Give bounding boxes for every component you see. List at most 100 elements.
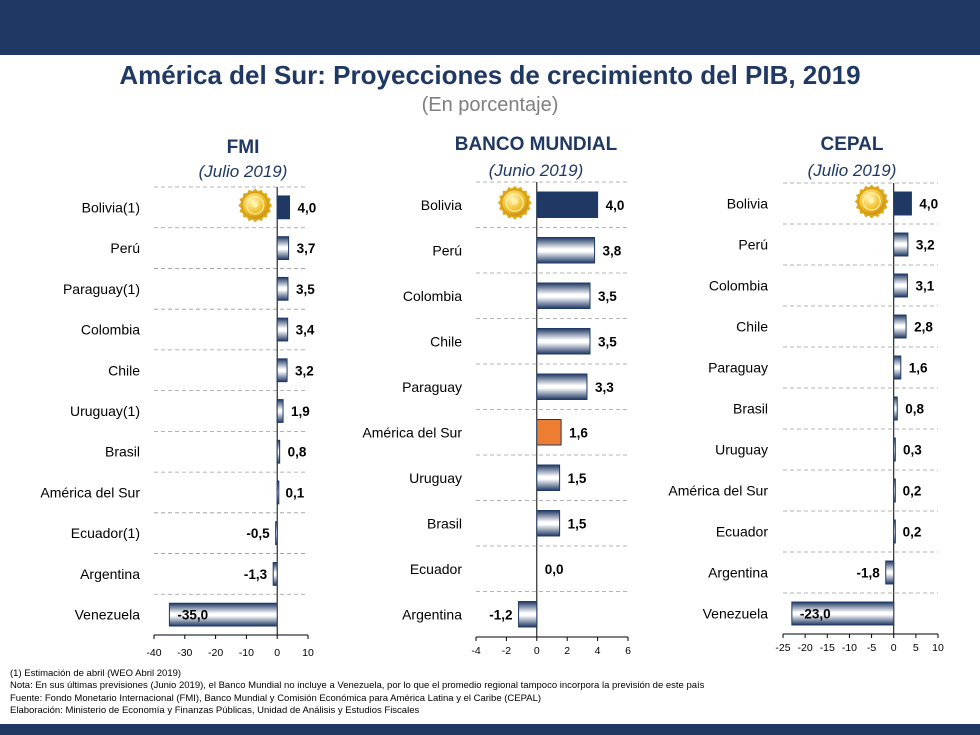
x-tick-label: 6 <box>625 645 631 657</box>
gold-medal-icon <box>854 184 889 219</box>
bar <box>885 560 895 585</box>
category-label: Uruguay <box>715 442 768 458</box>
x-tick-label: 10 <box>302 647 314 659</box>
x-tick-label: 0 <box>534 645 540 657</box>
bar <box>276 399 284 423</box>
category-label: Argentina <box>80 566 140 582</box>
top-banner <box>0 0 980 55</box>
bar <box>893 396 898 421</box>
x-tick-label: -10 <box>239 647 254 659</box>
value-label: 3,7 <box>297 241 316 256</box>
category-label: Ecuador(1) <box>71 525 140 541</box>
chart-title: FMI <box>227 137 260 158</box>
x-tick-label: 0 <box>274 647 280 659</box>
x-tick-label: -20 <box>208 647 223 659</box>
bar <box>276 480 280 505</box>
value-label: 3,2 <box>916 238 935 253</box>
footnote-fuente: Fuente: Fondo Monetario Internacional (F… <box>10 692 542 704</box>
category-label: Colombia <box>709 278 768 294</box>
value-label: -1,8 <box>856 566 880 581</box>
bar <box>893 437 896 462</box>
bottom-banner <box>0 724 980 735</box>
value-label: 3,5 <box>598 289 617 304</box>
bar <box>893 191 912 216</box>
category-label: América del Sur <box>362 424 462 440</box>
category-label: Perú <box>110 240 140 256</box>
value-label: -1,2 <box>489 607 512 622</box>
category-label: Argentina <box>708 565 768 581</box>
x-tick-label: -2 <box>502 645 511 657</box>
value-label: -35,0 <box>177 608 208 623</box>
value-label: 3,3 <box>595 380 614 395</box>
bar <box>893 355 902 380</box>
bar <box>536 510 561 537</box>
value-label: -1,3 <box>244 567 268 582</box>
category-label: Brasil <box>427 515 462 531</box>
x-tick-label: 0 <box>891 642 897 654</box>
x-tick-label: -4 <box>471 645 480 657</box>
bar <box>276 236 290 260</box>
value-label: 1,5 <box>568 471 587 486</box>
bar <box>272 562 278 586</box>
category-label: Brasil <box>733 401 768 417</box>
gold-medal-icon <box>238 188 273 223</box>
value-label: 0,0 <box>545 562 564 577</box>
category-label: Chile <box>736 319 768 335</box>
bar <box>536 282 591 309</box>
value-label: 0,8 <box>288 445 307 460</box>
bar <box>168 602 278 627</box>
bar <box>893 519 896 544</box>
value-label: 1,9 <box>291 404 310 419</box>
x-tick-label: 5 <box>913 642 919 654</box>
value-label: 3,8 <box>603 243 622 258</box>
bar <box>536 237 596 264</box>
bar <box>893 314 907 339</box>
chart-title: BANCO MUNDIAL <box>455 134 618 155</box>
value-label: 0,8 <box>905 402 924 417</box>
footnote-elaboracion: Elaboración: Ministerio de Economía y Fi… <box>10 705 420 717</box>
bar <box>276 195 291 220</box>
value-label: -23,0 <box>800 607 831 622</box>
category-label: Perú <box>432 242 462 258</box>
page-subtitle: (En porcentaje) <box>421 94 559 116</box>
category-label: Ecuador <box>716 524 768 540</box>
chart-panel-1: FMI (Julio 2019) -40 -30 -20 -10 0 10 Bolivia(1)… <box>40 137 316 659</box>
x-tick-label: -10 <box>842 642 857 654</box>
category-label: Venezuela <box>75 607 141 623</box>
bar <box>276 276 289 301</box>
bar <box>518 601 538 628</box>
value-label: 4,0 <box>919 197 938 212</box>
value-label: 3,4 <box>296 323 315 338</box>
x-tick-label: -20 <box>798 642 813 654</box>
bar <box>276 358 288 383</box>
x-tick-label: -25 <box>775 642 790 654</box>
category-label: Paraguay <box>708 360 768 376</box>
x-tick-label: 2 <box>564 645 570 657</box>
chart-subtitle: (Julio 2019) <box>199 162 288 181</box>
value-label: -0,5 <box>246 526 270 541</box>
gold-medal-icon <box>497 185 532 220</box>
category-label: Colombia <box>403 288 462 304</box>
chart-panel-3: CEPAL (Julio 2019) -25 -20 -15 -10 -5 0 5 10 Boliv… <box>668 134 944 654</box>
footnote-nota: Nota: En sus últimas previsiones (Junio … <box>10 680 705 692</box>
value-label: 0,1 <box>286 485 305 500</box>
bar <box>893 478 896 503</box>
x-tick-label: -15 <box>820 642 835 654</box>
bar <box>276 317 289 342</box>
x-tick-label: 10 <box>932 642 944 654</box>
bar <box>536 328 591 355</box>
category-label: Paraguay <box>402 379 462 395</box>
value-label: 3,5 <box>296 282 315 297</box>
bar <box>536 464 561 491</box>
footnotes: (1) Estimación de abril (WEO Abril 2019)… <box>10 668 970 718</box>
category-label: Bolivia <box>421 197 462 213</box>
chart-subtitle: (Julio 2019) <box>808 161 897 180</box>
value-label: 1,5 <box>568 516 587 531</box>
value-label: 0,2 <box>903 484 922 499</box>
x-tick-label: 4 <box>595 645 601 657</box>
bar <box>893 232 909 257</box>
category-label: Chile <box>430 333 462 349</box>
bar <box>536 373 588 400</box>
footnote-1: (1) Estimación de abril (WEO Abril 2019) <box>10 668 182 679</box>
